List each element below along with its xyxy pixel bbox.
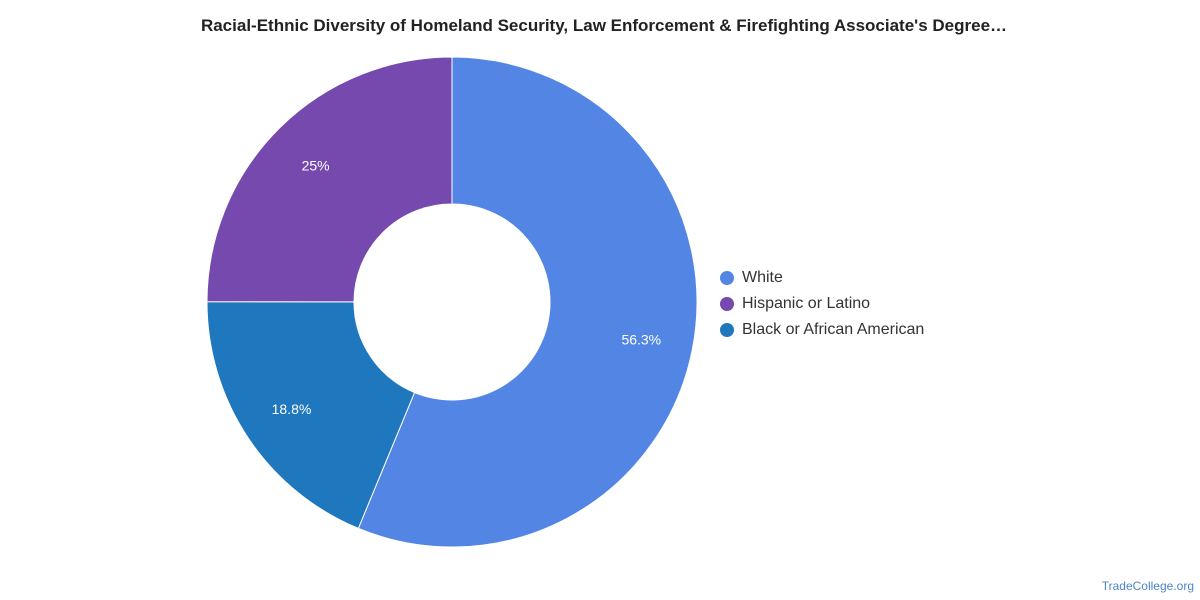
legend-swatch bbox=[720, 297, 734, 311]
slice-label-black-or-african-american: 18.8% bbox=[272, 401, 312, 417]
chart-title: Racial-Ethnic Diversity of Homeland Secu… bbox=[200, 16, 1008, 35]
legend-item-hispanic-or-latino: Hispanic or Latino bbox=[720, 291, 924, 317]
legend-swatch bbox=[720, 323, 734, 337]
legend-item-black-or-african-american: Black or African American bbox=[720, 317, 924, 343]
legend-swatch bbox=[720, 271, 734, 285]
slice-label-hispanic-or-latino: 25% bbox=[302, 157, 330, 173]
watermark: TradeCollege.org bbox=[1101, 579, 1194, 593]
slice-white bbox=[357, 56, 698, 548]
legend-label: Hispanic or Latino bbox=[742, 295, 871, 312]
slice-black-or-african-american bbox=[206, 301, 416, 530]
slice-hispanic-or-latino bbox=[206, 56, 453, 303]
chart-legend: White Hispanic or Latino Black or African … bbox=[720, 265, 924, 343]
legend-item-white: White bbox=[720, 265, 924, 291]
slice-label-white: 56.3% bbox=[621, 332, 661, 348]
legend-label: Black or African American bbox=[742, 321, 925, 338]
legend-label: White bbox=[742, 269, 783, 286]
